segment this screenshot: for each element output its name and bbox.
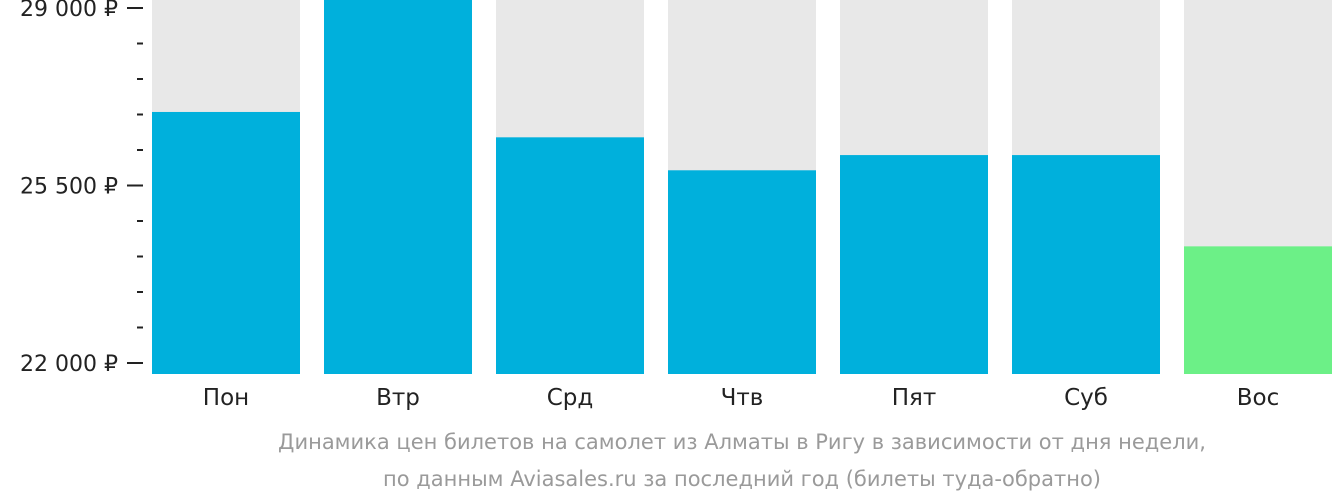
bar-7 (1184, 246, 1332, 374)
bar-6 (1012, 155, 1160, 374)
y-tick-label: 25 500 ₽ (20, 175, 118, 200)
chart-caption-line-1: Динамика цен билетов на самолет из Алмат… (278, 430, 1206, 454)
y-tick-label: 22 000 ₽ (20, 352, 118, 377)
x-tick-label: Пон (203, 385, 249, 411)
bar-5 (840, 155, 988, 374)
x-tick-label: Суб (1064, 385, 1108, 411)
chart-caption-line-2: по данным Aviasales.ru за последний год … (383, 467, 1101, 491)
x-tick-label: Чтв (721, 385, 764, 411)
x-tick-label: Втр (376, 385, 420, 411)
x-tick-label: Вос (1237, 385, 1280, 411)
bar-3 (496, 137, 644, 374)
y-tick-label: 29 000 ₽ (20, 0, 118, 22)
bar-2 (324, 0, 472, 374)
bar-4 (668, 170, 816, 374)
x-tick-label: Пят (892, 385, 937, 411)
x-tick-label: Срд (547, 385, 594, 411)
price-by-weekday-chart: Пон Втр Срд Чтв Пят Суб Вос 29 000 ₽ 25 500 ₽ 22 … (20, 0, 1332, 411)
bar-1 (152, 111, 300, 374)
